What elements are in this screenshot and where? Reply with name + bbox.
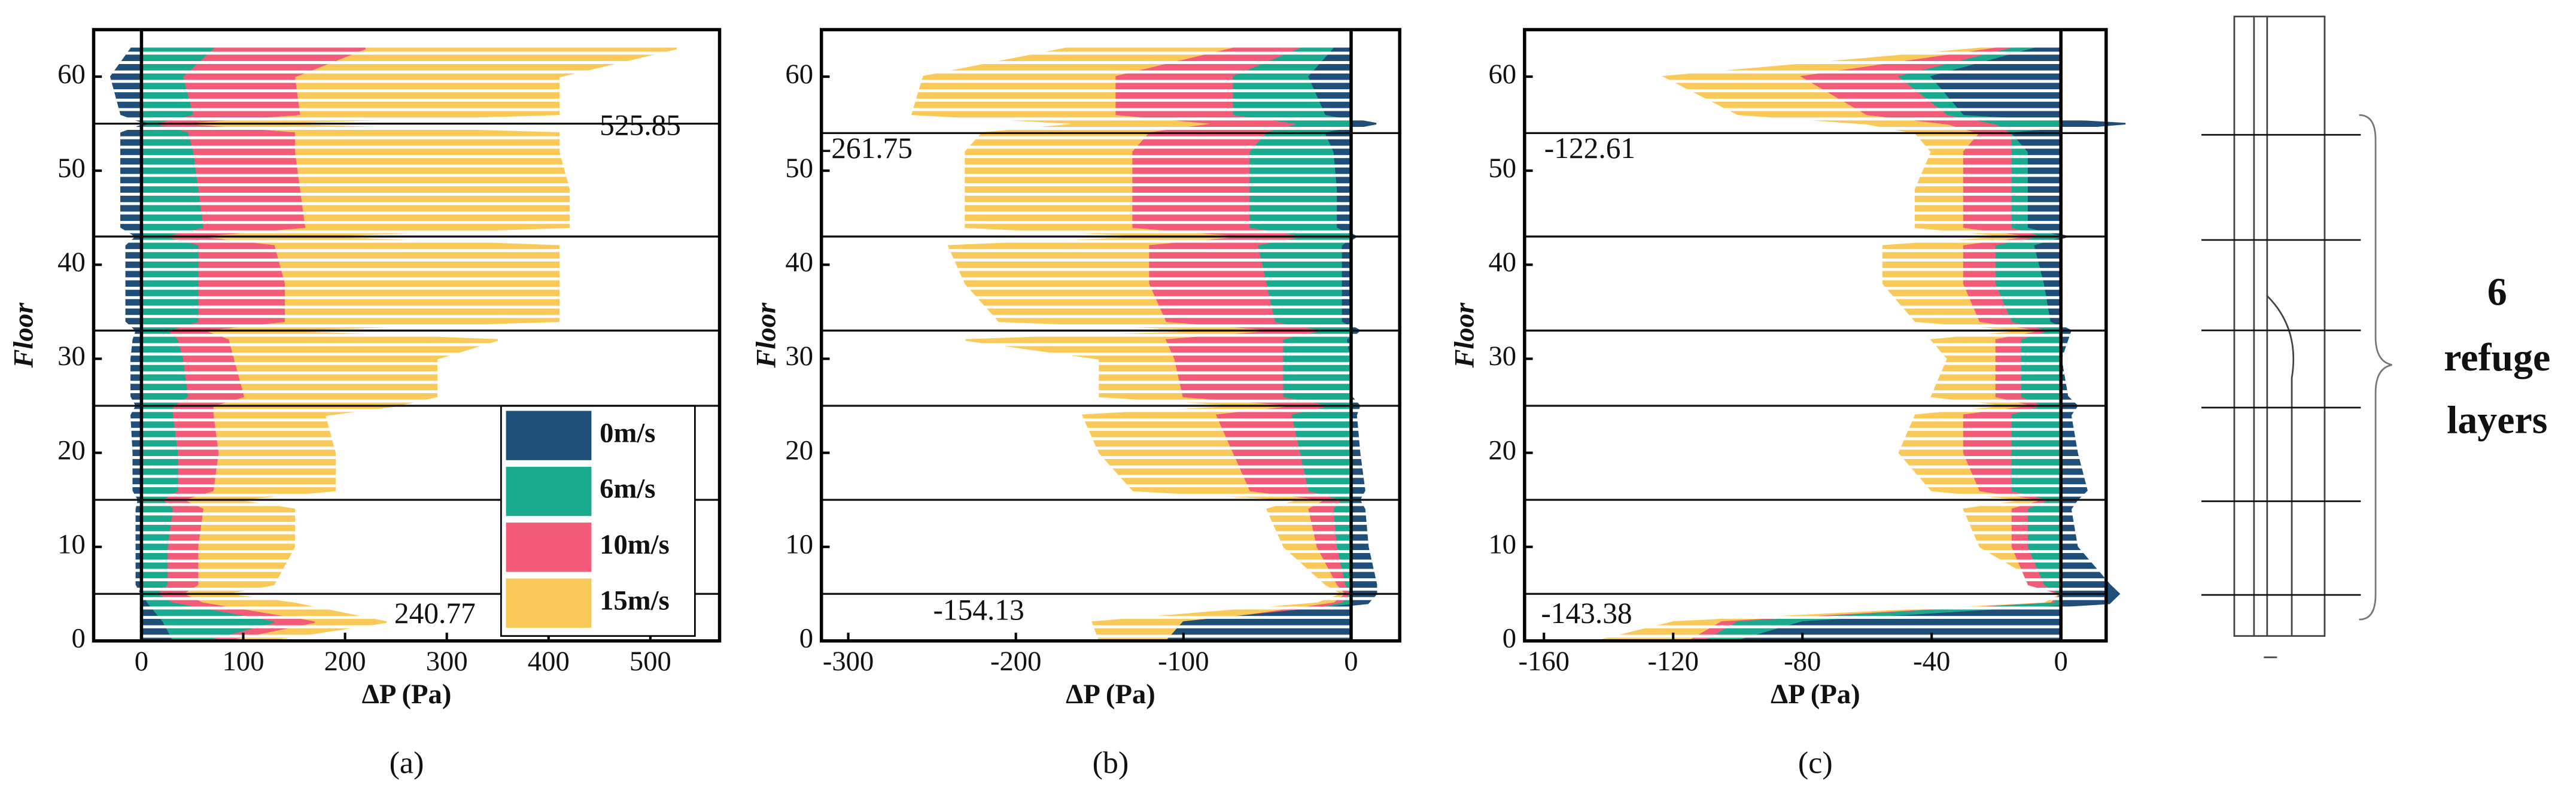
y-tick-label: 60 — [1488, 59, 1516, 90]
x-tick-label: 500 — [629, 646, 671, 677]
y-tick-label: 20 — [57, 435, 86, 466]
x-tick-label: 200 — [324, 646, 366, 677]
y-tick-label: 0 — [799, 623, 813, 654]
y-tick-label: 30 — [1488, 341, 1516, 372]
annotation: -154.13 — [933, 594, 1024, 627]
y-tick-label: 40 — [57, 247, 86, 278]
x-tick-label: -300 — [823, 646, 874, 677]
legend-swatch — [506, 466, 592, 517]
y-tick-label: 50 — [57, 153, 86, 184]
x-tick-label: -160 — [1518, 646, 1570, 677]
y-tick-label: 20 — [1488, 435, 1516, 466]
legend-label: 15m/s — [600, 585, 670, 616]
y-tick-label: 10 — [785, 528, 813, 560]
x-tick-label: -40 — [1913, 646, 1950, 677]
series-area — [1164, 47, 1377, 642]
y-tick-label: 40 — [785, 247, 813, 278]
annotation: 240.77 — [394, 597, 476, 630]
y-tick-label: 30 — [57, 341, 86, 372]
building-outline — [2233, 16, 2326, 637]
brace — [2359, 114, 2392, 621]
x-axis-label: ΔP (Pa) — [1066, 679, 1155, 710]
y-tick-label: 10 — [57, 528, 86, 560]
diagram-label: 6 — [2487, 270, 2507, 314]
building-diagram — [2201, 16, 2392, 658]
annotation: -143.38 — [1541, 597, 1632, 630]
x-tick-label: -100 — [1158, 646, 1209, 677]
y-tick-label: 10 — [1488, 528, 1516, 560]
legend-swatch — [506, 411, 592, 460]
legend-swatch — [506, 578, 592, 628]
annotation: -122.61 — [1544, 132, 1635, 165]
plot-frame — [820, 28, 1401, 643]
x-tick-label: 400 — [528, 646, 570, 677]
legend-label: 10m/s — [600, 529, 670, 560]
panel-label: (c) — [1798, 746, 1833, 780]
plot-frame — [1523, 28, 2108, 643]
core-curve — [2266, 295, 2295, 636]
x-tick-label: 0 — [1344, 646, 1358, 677]
y-tick-label: 50 — [785, 153, 813, 184]
diagram-label: refuge — [2444, 336, 2550, 379]
y-axis-label: Floor — [1449, 302, 1480, 369]
x-tick-label: -80 — [1784, 646, 1821, 677]
panel-label: (a) — [390, 746, 424, 780]
x-tick-label: 100 — [223, 646, 264, 677]
x-tick-label: -120 — [1647, 646, 1699, 677]
y-tick-label: 60 — [57, 59, 86, 90]
panel-label: (b) — [1093, 746, 1129, 780]
legend-label: 6m/s — [600, 473, 655, 505]
y-tick-label: 20 — [785, 435, 813, 466]
x-tick-label: 0 — [2054, 646, 2068, 677]
series-area — [1737, 47, 2126, 642]
y-axis-label: Floor — [751, 302, 782, 369]
x-tick-label: -200 — [990, 646, 1042, 677]
series-area — [1686, 47, 2063, 642]
y-tick-label: 40 — [1488, 247, 1516, 278]
x-axis-label: ΔP (Pa) — [1771, 679, 1860, 710]
legend-swatch — [506, 522, 592, 572]
y-axis-label: Floor — [8, 302, 39, 369]
y-tick-label: 30 — [785, 341, 813, 372]
x-tick-label: 300 — [426, 646, 468, 677]
diagram-label: layers — [2447, 399, 2547, 442]
annotation: 525.85 — [600, 109, 681, 142]
x-tick-label: 0 — [135, 646, 148, 677]
legend-label: 0m/s — [600, 417, 655, 448]
x-axis-label: ΔP (Pa) — [362, 679, 452, 710]
annotation: -261.75 — [822, 132, 913, 165]
y-tick-label: 60 — [785, 59, 813, 90]
plot-frame — [92, 28, 722, 643]
y-tick-label: 0 — [1503, 623, 1516, 654]
y-tick-label: 0 — [71, 623, 85, 654]
y-tick-label: 50 — [1488, 153, 1516, 184]
